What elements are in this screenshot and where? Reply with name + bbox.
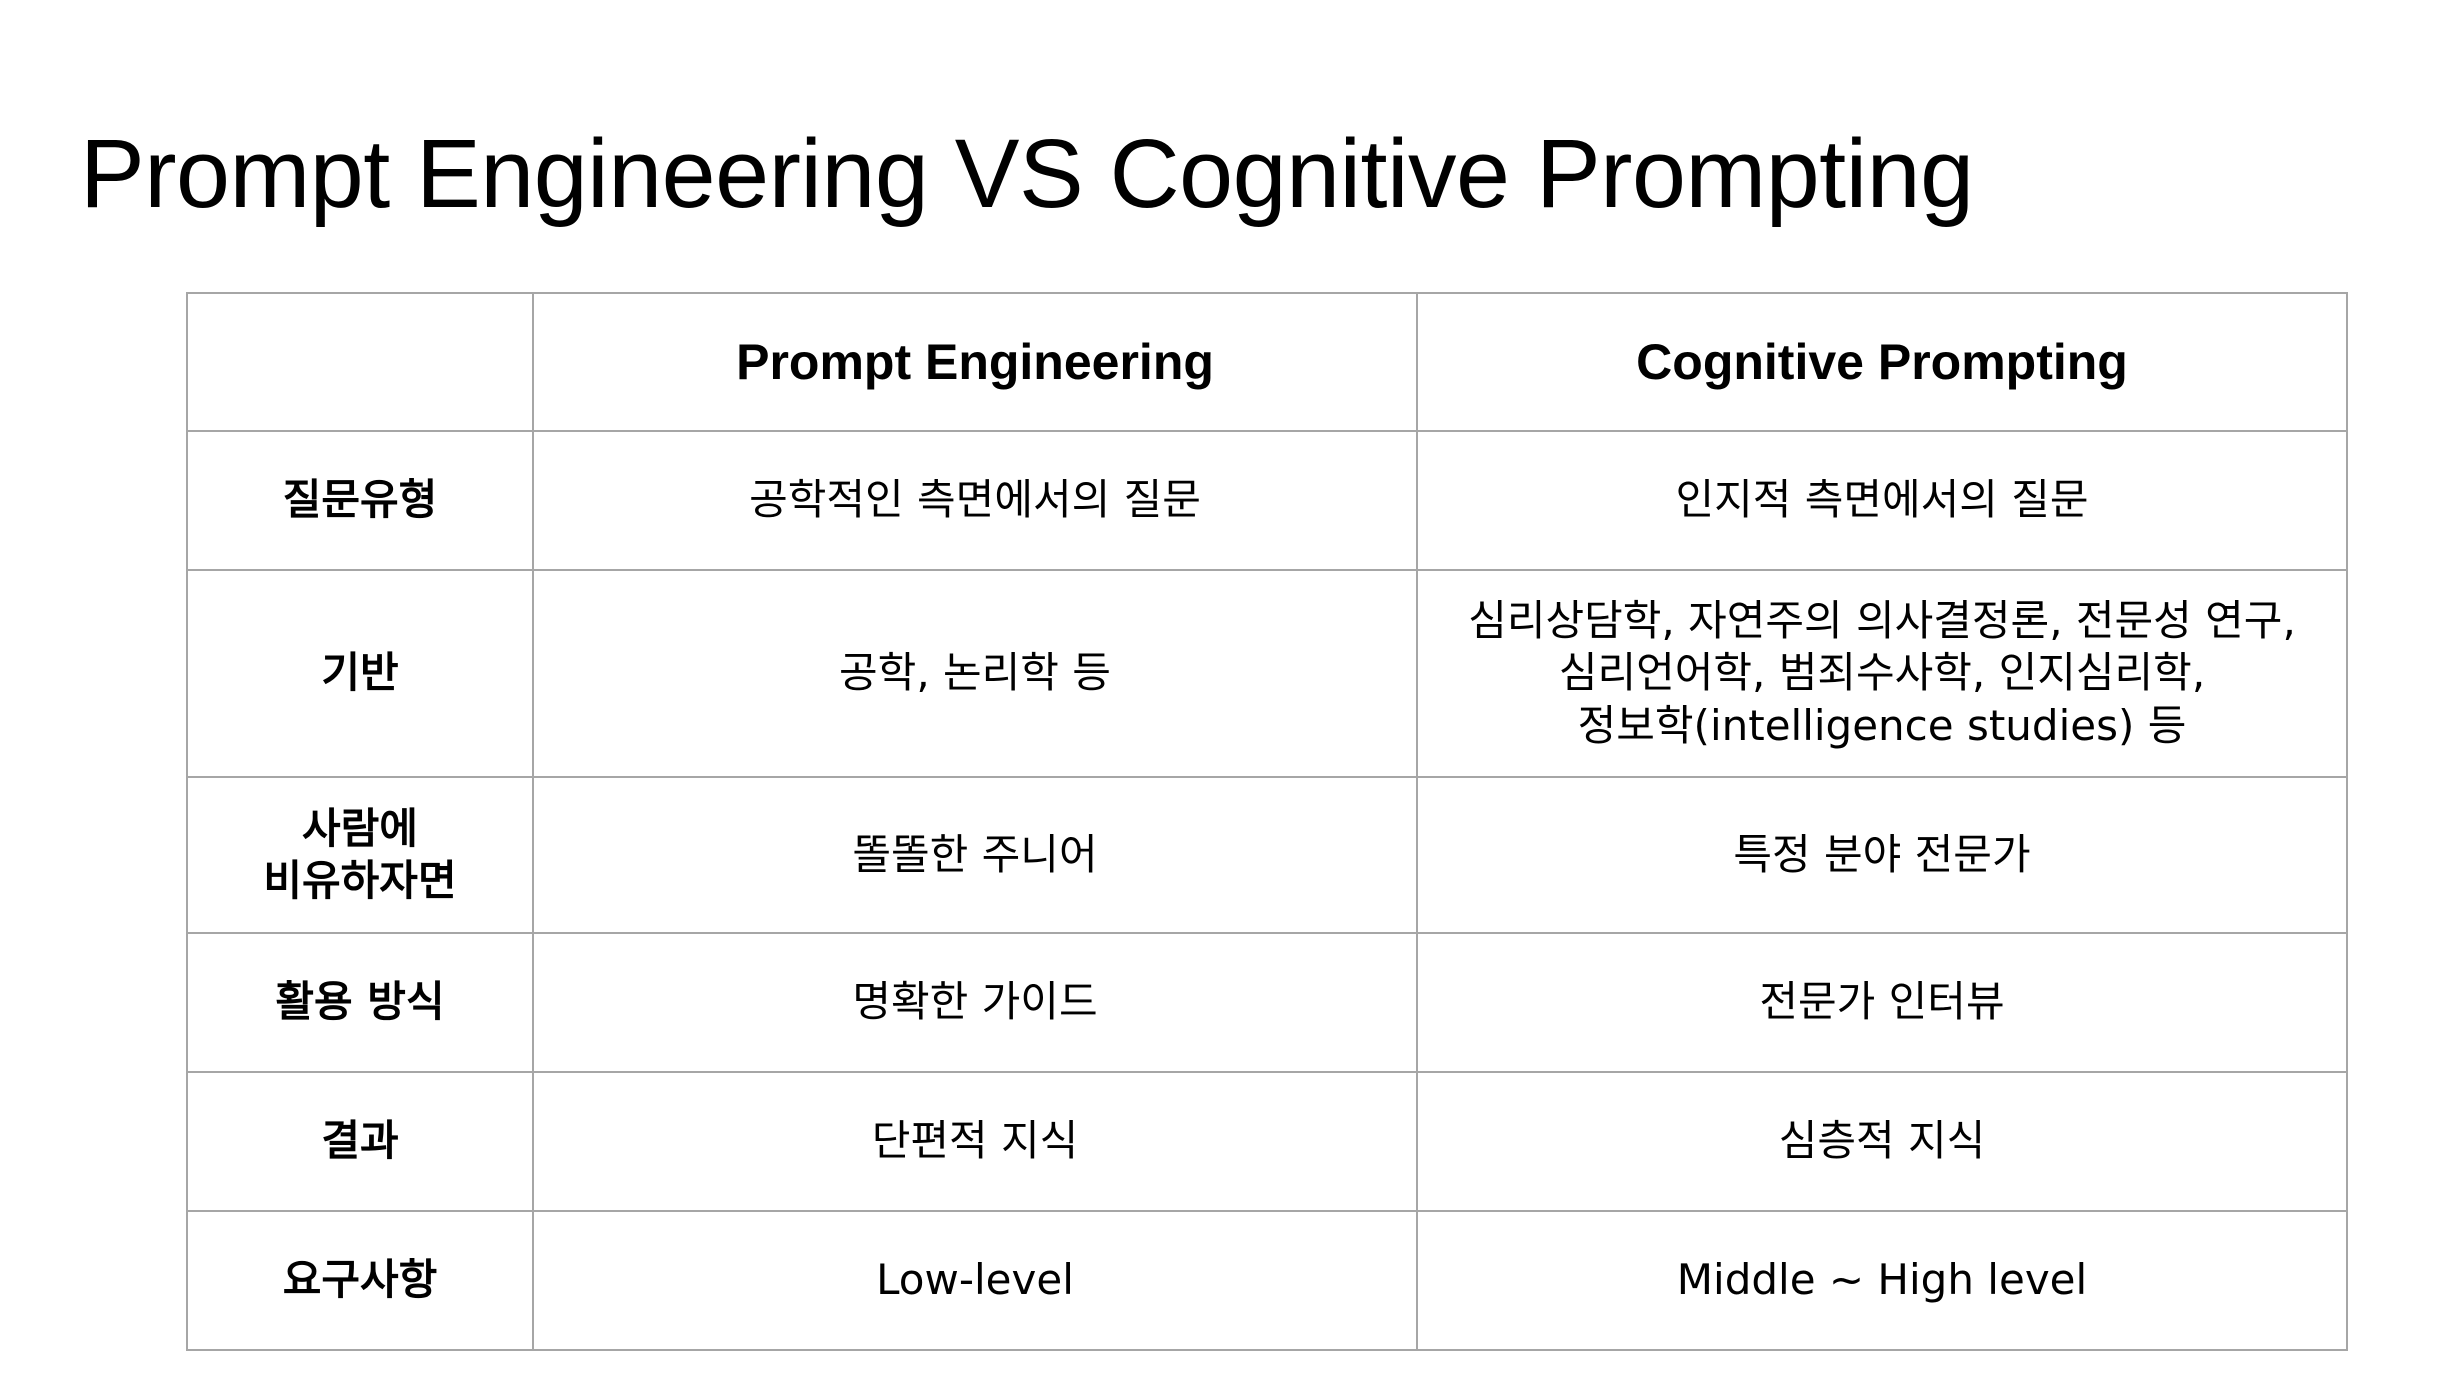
slide-title: Prompt Engineering VS Cognitive Promptin… [80,118,1974,230]
row-label-line: 사람에 [208,803,512,856]
cell-prompt-engineering: 공학적인 측면에서의 질문 [533,431,1417,570]
cell-prompt-engineering: 단편적 지식 [533,1072,1417,1211]
cell-cognitive-prompting: 특정 분야 전문가 [1417,777,2347,933]
table-row: 활용 방식 명확한 가이드 전문가 인터뷰 [187,933,2347,1072]
row-label-basis: 기반 [187,570,533,777]
row-label-analogy: 사람에 비유하자면 [187,777,533,933]
cell-prompt-engineering: 똘똘한 주니어 [533,777,1417,933]
cell-line: 심리언어학, 범죄수사학, 인지심리학, [1438,647,2326,700]
cell-cognitive-prompting: 심층적 지식 [1417,1072,2347,1211]
header-empty-cell [187,293,533,431]
cell-cognitive-prompting: Middle ~ High level [1417,1211,2347,1350]
table-row: 요구사항 Low-level Middle ~ High level [187,1211,2347,1350]
table-row: 질문유형 공학적인 측면에서의 질문 인지적 측면에서의 질문 [187,431,2347,570]
row-label-line: 비유하자면 [208,855,512,908]
row-label-usage: 활용 방식 [187,933,533,1072]
header-prompt-engineering: Prompt Engineering [533,293,1417,431]
table-header-row: Prompt Engineering Cognitive Prompting [187,293,2347,431]
cell-cognitive-prompting: 심리상담학, 자연주의 의사결정론, 전문성 연구, 심리언어학, 범죄수사학,… [1417,570,2347,777]
row-label-requirements: 요구사항 [187,1211,533,1350]
cell-prompt-engineering: 명확한 가이드 [533,933,1417,1072]
comparison-table: Prompt Engineering Cognitive Prompting 질… [186,292,2348,1351]
row-label-result: 결과 [187,1072,533,1211]
table-row: 결과 단편적 지식 심층적 지식 [187,1072,2347,1211]
row-label-question-type: 질문유형 [187,431,533,570]
cell-line: 정보학(intelligence studies) 등 [1438,700,2326,753]
cell-prompt-engineering: Low-level [533,1211,1417,1350]
header-cognitive-prompting: Cognitive Prompting [1417,293,2347,431]
table-row: 기반 공학, 논리학 등 심리상담학, 자연주의 의사결정론, 전문성 연구, … [187,570,2347,777]
cell-line: 심리상담학, 자연주의 의사결정론, 전문성 연구, [1438,595,2326,648]
cell-cognitive-prompting: 전문가 인터뷰 [1417,933,2347,1072]
cell-cognitive-prompting: 인지적 측면에서의 질문 [1417,431,2347,570]
cell-prompt-engineering: 공학, 논리학 등 [533,570,1417,777]
table-row: 사람에 비유하자면 똘똘한 주니어 특정 분야 전문가 [187,777,2347,933]
